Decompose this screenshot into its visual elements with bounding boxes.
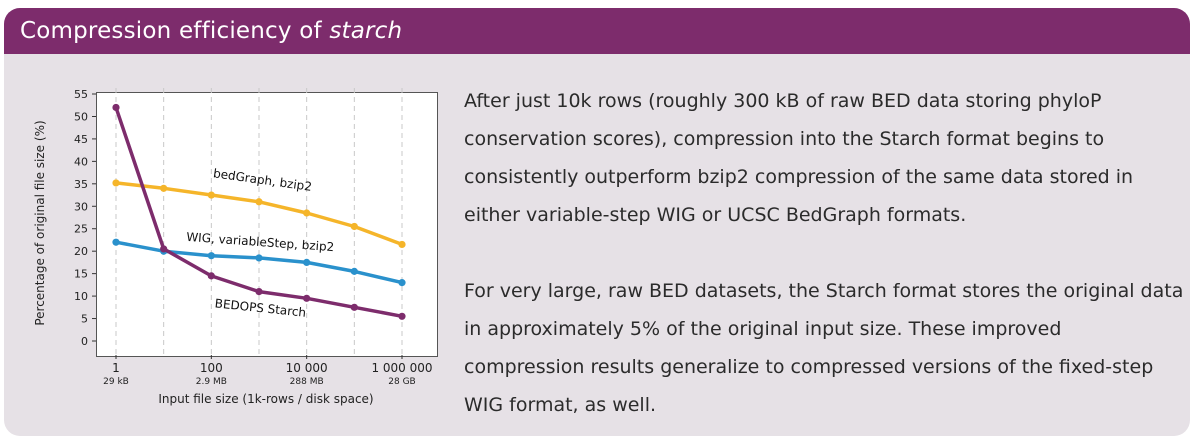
- x-tick-sublabel-2: 288 MB: [290, 377, 324, 387]
- x-tick-label-2: 10 000: [286, 361, 328, 375]
- series-2-point-6: [398, 312, 406, 320]
- x-tick-sublabel-0: 29 kB: [103, 377, 129, 387]
- description-panel: After just 10k rows (roughly 300 kB of r…: [464, 82, 1184, 436]
- series-2-point-5: [350, 303, 358, 311]
- series-label-0: bedGraph, bzip2: [212, 166, 313, 194]
- compression-chart: 0 5 10 15 20 25 30 35 40 45 50 55 1 29 kB 100 2.9 MB 10 …: [33, 88, 433, 406]
- y-tick-label-10: 10: [74, 290, 88, 303]
- series-1-point-4: [303, 258, 311, 267]
- series-2-point-0: [112, 103, 120, 112]
- y-tick-label-30: 30: [74, 200, 88, 213]
- y-tick-label-25: 25: [74, 223, 88, 236]
- series-1-point-6: [398, 279, 406, 287]
- series-2-point-1: [160, 245, 168, 253]
- y-tick-label-5: 5: [81, 313, 88, 326]
- header-title: Compression efficiency of: [20, 18, 330, 44]
- series-1-point-5: [350, 267, 358, 275]
- description-paragraph-1: After just 10k rows (roughly 300 kB of r…: [464, 90, 1134, 226]
- y-tick-label-40: 40: [74, 155, 88, 168]
- series-0-point-5: [350, 222, 358, 231]
- series-0-point-6: [398, 240, 406, 249]
- header-title-emphasis: starch: [329, 18, 403, 44]
- series-0-point-3: [255, 198, 263, 206]
- x-tick-label-0: 1: [112, 361, 120, 375]
- x-tick-sublabel-1: 2.9 MB: [196, 377, 227, 387]
- series-0-point-4: [303, 209, 311, 217]
- figure-card: Compression efficiency of starch 0 5 10 15 2…: [4, 8, 1190, 436]
- y-tick-label-45: 45: [74, 133, 88, 146]
- series-label-1: WIG, variableStep, bzip2: [186, 230, 335, 254]
- series-1-point-0: [112, 238, 120, 246]
- series-2-point-3: [255, 288, 263, 296]
- x-tick-sublabel-3: 28 GB: [388, 377, 415, 387]
- y-tick-label-35: 35: [74, 178, 88, 191]
- series-1-point-2: [207, 252, 215, 260]
- description-paragraph-2: For very large, raw BED datasets, the St…: [464, 280, 1184, 416]
- y-tick-label-0: 0: [81, 335, 88, 348]
- series-0-point-1: [160, 184, 168, 192]
- series-0-point-2: [207, 191, 215, 199]
- y-tick-label-20: 20: [74, 245, 88, 258]
- series-line-2: [114, 105, 404, 319]
- y-tick-label-55: 55: [74, 88, 88, 101]
- header-bar: Compression efficiency of starch: [4, 8, 1190, 54]
- x-axis-label: Input file size (1k-rows / disk space): [158, 392, 373, 406]
- series-2-point-2: [207, 272, 215, 280]
- y-tick-label-15: 15: [74, 268, 88, 281]
- series-2-point-4: [303, 294, 311, 302]
- series-0-point-0: [112, 179, 120, 187]
- series-label-2: BEDOPS Starch: [214, 296, 307, 320]
- x-tick-label-3: 1 000 000: [371, 361, 432, 375]
- y-axis-label: Percentage of original file size (%): [33, 120, 47, 325]
- x-tick-label-1: 100: [200, 361, 223, 375]
- series-1-point-3: [255, 254, 263, 262]
- y-tick-label-50: 50: [74, 110, 88, 123]
